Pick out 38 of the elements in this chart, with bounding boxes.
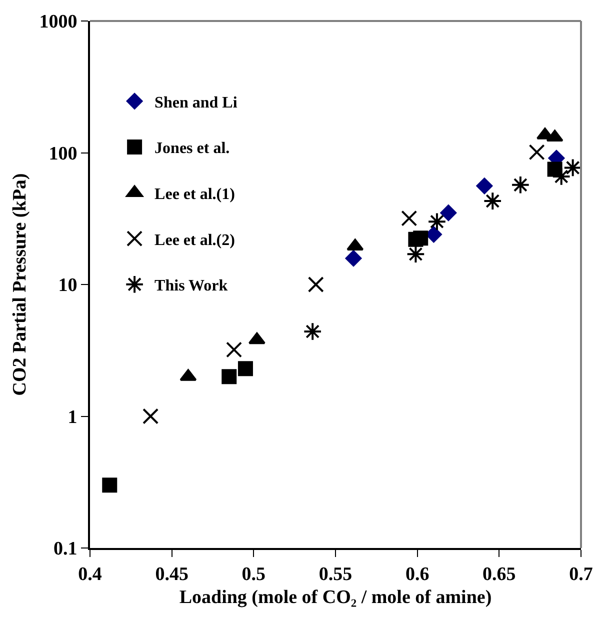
x-tick-label: 0.7 (569, 564, 594, 585)
legend-label: Jones et al. (154, 140, 230, 158)
point (428, 212, 446, 232)
y-tick-label: 100 (48, 143, 78, 164)
point (483, 192, 502, 210)
x-tick-label: 0.45 (155, 564, 188, 585)
point (401, 210, 418, 226)
y-axis-title: CO2 Partial Pressure (kPa) (10, 173, 31, 396)
point (440, 204, 457, 221)
point (552, 167, 571, 186)
point (102, 478, 118, 493)
legend-label: Shen and Li (154, 94, 238, 112)
point (511, 176, 530, 194)
point (303, 322, 322, 341)
x-axis-title: Loading (mole of CO₂ / mole of amine) (179, 587, 492, 608)
point (476, 178, 493, 194)
x-tick-label: 0.55 (318, 564, 352, 585)
legend-label: Lee et al.(1) (154, 186, 235, 203)
legend-label: This Work (154, 278, 228, 295)
y-tick-label: 1000 (39, 12, 78, 33)
x-tick-label: 0.6 (405, 564, 430, 585)
x-tick-label: 0.5 (242, 564, 266, 585)
point (413, 230, 428, 246)
point (308, 276, 324, 292)
point (406, 244, 426, 264)
point (345, 250, 362, 266)
y-tick-label: 10 (58, 275, 78, 296)
legend-label: Lee et al.(2) (154, 232, 235, 249)
point (238, 361, 253, 376)
x-tick-label: 0.65 (482, 564, 516, 585)
y-tick-label: 0.1 (53, 538, 78, 560)
point (226, 342, 242, 358)
point (563, 158, 581, 178)
y-tick-label: 1 (68, 406, 78, 428)
point (142, 408, 159, 424)
point (528, 144, 545, 160)
point (222, 369, 237, 384)
x-tick-label: 0.4 (78, 564, 102, 585)
